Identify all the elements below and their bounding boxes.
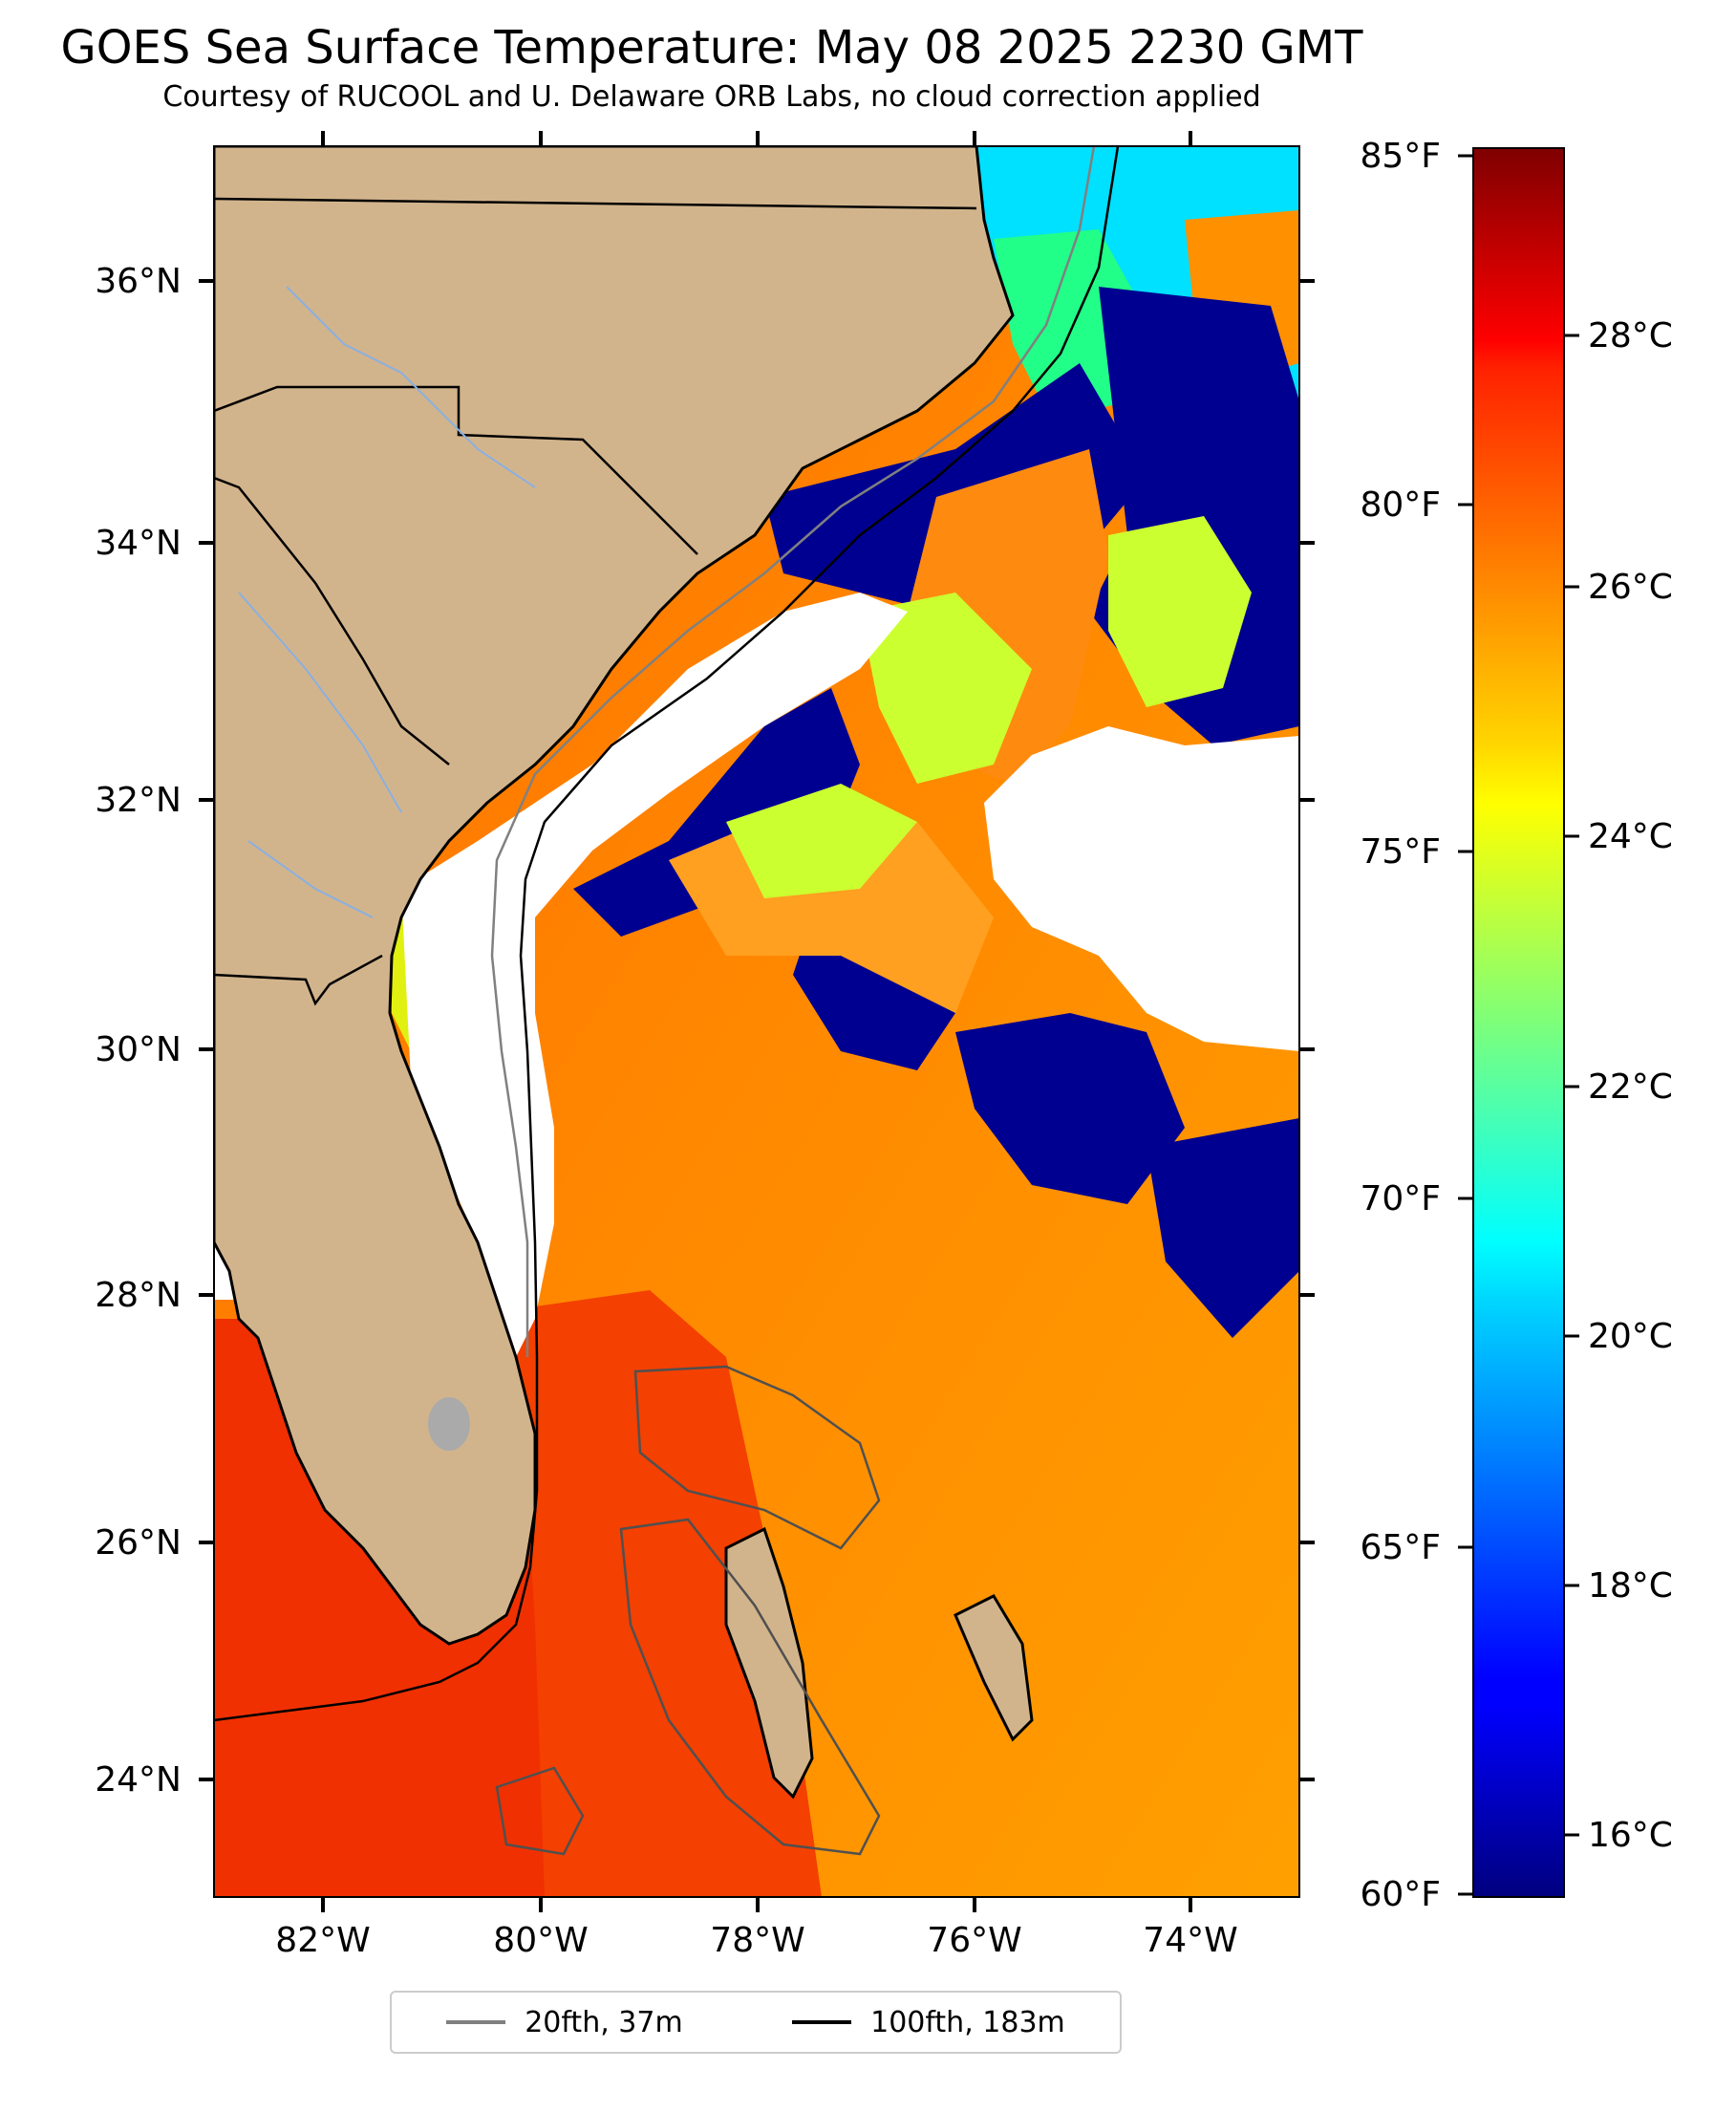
river-2 bbox=[238, 592, 402, 813]
cbar-c-26: 26°C bbox=[1588, 568, 1673, 607]
map-title: GOES Sea Surface Temperature: May 08 202… bbox=[60, 21, 1363, 75]
colorbar-gradient bbox=[1472, 147, 1565, 1898]
cbar-f-75: 75°F bbox=[1360, 832, 1441, 872]
cbar-f-70: 70°F bbox=[1360, 1179, 1441, 1218]
cloud-offshore bbox=[984, 726, 1299, 1051]
border-ga-fl bbox=[214, 954, 383, 1006]
cold-band-3 bbox=[573, 688, 860, 937]
river-1 bbox=[286, 286, 536, 488]
map-area bbox=[214, 146, 1299, 1897]
cbar-c-16: 16°C bbox=[1588, 1816, 1673, 1855]
cold-band-5 bbox=[1147, 1118, 1299, 1338]
legend-line-gray-icon bbox=[446, 2020, 506, 2024]
lat-tick-34n: 34°N bbox=[95, 524, 182, 563]
lat-tick-28n: 28°N bbox=[95, 1276, 182, 1315]
cold-band-4 bbox=[955, 1013, 1185, 1204]
map-subtitle: Courtesy of RUCOOL and U. Delaware ORB L… bbox=[162, 80, 1261, 114]
border-va-nc bbox=[214, 197, 977, 210]
border-sc-ga bbox=[214, 476, 450, 765]
land-eleuthera bbox=[954, 1594, 1034, 1742]
legend-line-black-icon bbox=[792, 2020, 852, 2024]
cloud-inshore bbox=[401, 593, 908, 1357]
lat-tick-36n: 36°N bbox=[95, 262, 182, 301]
straits-red-water bbox=[516, 1290, 822, 1897]
legend-entry-20fth: 20fth, 37m bbox=[446, 2005, 683, 2039]
great-bahama-bank bbox=[619, 1518, 881, 1856]
cbar-f-60: 60°F bbox=[1360, 1875, 1441, 1914]
cbar-f-80: 80°F bbox=[1360, 485, 1441, 525]
cbar-c-18: 18°C bbox=[1588, 1566, 1673, 1606]
cay-sal-bank bbox=[495, 1766, 585, 1856]
cbar-f-85: 85°F bbox=[1360, 137, 1441, 176]
cbar-c-24: 24°C bbox=[1588, 817, 1673, 856]
yellow-patch-2 bbox=[1108, 516, 1252, 707]
colorbar: 85°F 80°F 75°F 70°F 65°F 60°F 28°C 26°C … bbox=[1360, 137, 1672, 1914]
lon-tick-82w: 82°W bbox=[275, 1921, 370, 1960]
lon-tick-78w: 78°W bbox=[710, 1921, 804, 1960]
cbar-c-22: 22°C bbox=[1588, 1067, 1673, 1107]
lon-tick-74w: 74°W bbox=[1143, 1921, 1237, 1960]
isobath-legend: 20fth, 37m 100fth, 183m bbox=[390, 1991, 1122, 2054]
yellow-patch-4 bbox=[726, 784, 917, 898]
lon-tick-76w: 76°W bbox=[927, 1921, 1021, 1960]
lat-tick-26n: 26°N bbox=[95, 1523, 182, 1563]
lake-okeechobee bbox=[428, 1397, 470, 1451]
lon-tick-80w: 80°W bbox=[493, 1921, 588, 1960]
cbar-f-65: 65°F bbox=[1360, 1528, 1441, 1567]
land-us-southeast bbox=[214, 146, 1015, 1646]
isobath-100fth bbox=[214, 146, 1120, 1722]
cbar-c-28: 28°C bbox=[1588, 316, 1673, 356]
river-3 bbox=[247, 840, 374, 918]
border-nc-sc bbox=[214, 385, 698, 555]
latitude-ticks: 24°N 26°N 28°N 30°N 32°N 34°N 36°N bbox=[95, 262, 1315, 1800]
cbar-c-20: 20°C bbox=[1588, 1317, 1673, 1356]
lat-tick-32n: 32°N bbox=[95, 781, 182, 820]
isobath-20fth bbox=[490, 146, 1096, 1357]
lat-tick-24n: 24°N bbox=[95, 1760, 182, 1800]
legend-label-100fth: 100fth, 183m bbox=[870, 2005, 1065, 2039]
longitude-ticks: 82°W 80°W 78°W 76°W 74°W bbox=[275, 131, 1238, 1960]
green-water bbox=[994, 229, 1147, 420]
legend-label-20fth: 20fth, 37m bbox=[525, 2005, 683, 2039]
little-bahama-bank bbox=[633, 1365, 881, 1550]
legend-entry-100fth: 100fth, 183m bbox=[792, 2006, 1065, 2039]
yellow-patch-1 bbox=[860, 593, 1032, 784]
lat-tick-30n: 30°N bbox=[95, 1030, 182, 1069]
